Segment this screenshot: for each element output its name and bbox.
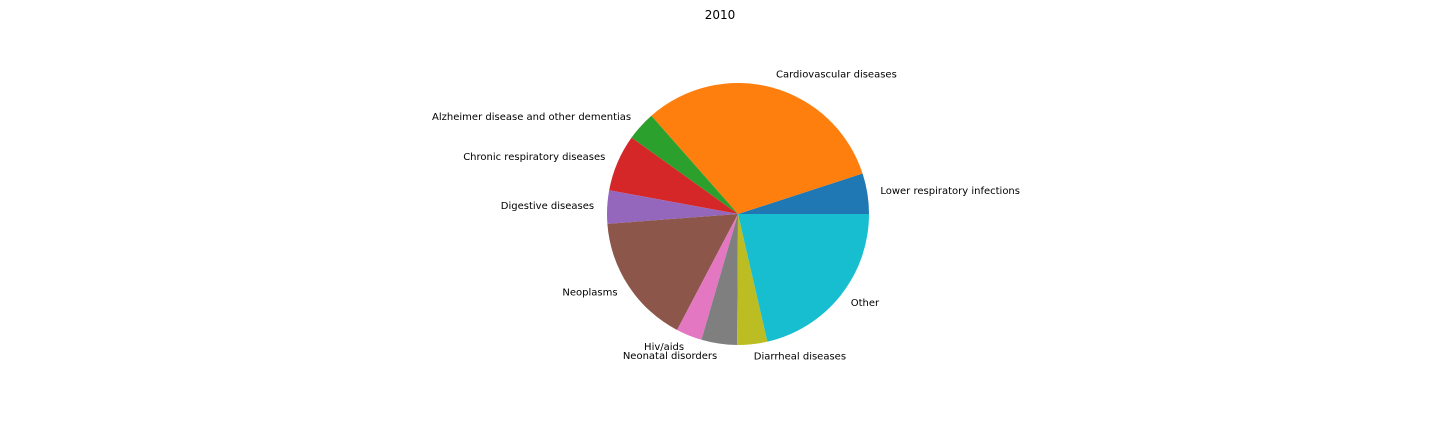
slice-label-digestive-diseases: Digestive diseases xyxy=(501,201,594,212)
slice-label-alzheimer-disease-and-other-dementias: Alzheimer disease and other dementias xyxy=(432,112,631,123)
pie-slice-hiv-aids xyxy=(677,214,738,340)
slice-label-chronic-respiratory-diseases: Chronic respiratory diseases xyxy=(463,152,605,163)
pie-slice-lower-respiratory-infections xyxy=(738,173,869,214)
slice-label-neoplasms: Neoplasms xyxy=(562,288,617,299)
slice-label-lower-respiratory-infections: Lower respiratory infections xyxy=(880,186,1020,197)
pie-slice-neonatal-disorders xyxy=(701,214,738,345)
pie-slice-neoplasms xyxy=(607,214,738,330)
pie-slice-cardiovascular-diseases xyxy=(651,83,863,214)
pie-slice-diarrheal-diseases xyxy=(737,214,768,346)
pie-slice-digestive-diseases xyxy=(606,190,738,224)
slice-label-cardiovascular-diseases: Cardiovascular diseases xyxy=(776,70,897,81)
slice-label-other: Other xyxy=(851,298,880,309)
slice-label-neonatal-disorders: Neonatal disorders xyxy=(623,351,717,362)
pie-slice-alzheimer-disease-and-other-dementias xyxy=(631,115,738,214)
pie-slice-other xyxy=(738,214,869,342)
slice-label-diarrheal-diseases: Diarrheal diseases xyxy=(754,352,846,363)
pie-slice-chronic-respiratory-diseases xyxy=(609,137,738,214)
chart-title: 2010 xyxy=(704,8,736,22)
slice-label-hiv-aids: Hiv/aids xyxy=(644,342,684,353)
